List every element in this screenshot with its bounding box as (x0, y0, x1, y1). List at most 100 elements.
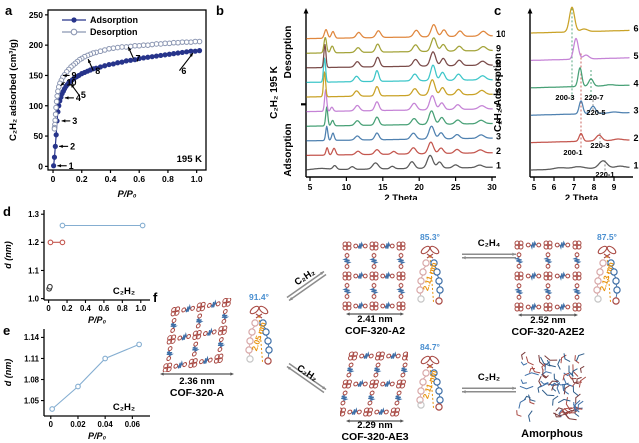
svg-text:9: 9 (496, 44, 501, 54)
svg-text:1: 1 (69, 161, 74, 171)
svg-text:5: 5 (532, 182, 537, 192)
svg-text:30: 30 (487, 182, 497, 192)
svg-text:220-3: 220-3 (590, 141, 609, 150)
svg-text:2: 2 (634, 133, 639, 143)
svg-text:d (nm): d (nm) (3, 359, 13, 387)
svg-text:200-3: 200-3 (555, 93, 574, 102)
svg-text:C₂H₂: C₂H₂ (113, 286, 135, 297)
panel-label-a: a (5, 3, 13, 18)
svg-text:0.2: 0.2 (76, 174, 88, 184)
svg-text:3: 3 (72, 116, 77, 126)
panel-label-c: c (494, 3, 502, 18)
cof-320-a2e2-name: COF-320-A2E2 (511, 326, 585, 338)
svg-text:0: 0 (51, 174, 56, 184)
svg-text:0: 0 (49, 420, 54, 429)
svg-text:1.1: 1.1 (28, 266, 40, 275)
svg-text:250: 250 (29, 10, 43, 20)
cof-320-a-width-arrow (160, 372, 234, 376)
svg-text:2: 2 (496, 146, 501, 156)
svg-text:2 Theta: 2 Theta (565, 193, 599, 200)
svg-text:0.02: 0.02 (70, 420, 86, 429)
cof-320-a2e2-angle-label: 87.5° (597, 232, 617, 242)
svg-text:1.14: 1.14 (24, 333, 40, 342)
svg-text:7: 7 (135, 54, 140, 64)
svg-text:C₂H₂: C₂H₂ (113, 402, 135, 413)
svg-text:6: 6 (181, 66, 186, 76)
svg-text:0.4: 0.4 (105, 174, 117, 184)
svg-text:10: 10 (342, 182, 352, 192)
cof-320-a-linker-molecule (245, 305, 273, 365)
cof-320-a2-angle-label: 85.3° (420, 232, 440, 242)
svg-text:3: 3 (496, 131, 501, 141)
svg-text:P/P₀: P/P₀ (88, 315, 107, 325)
cof-320-a2-width-arrow (346, 312, 404, 316)
svg-text:2: 2 (70, 142, 75, 152)
svg-text:6: 6 (552, 182, 557, 192)
svg-text:0.8: 0.8 (117, 304, 129, 313)
svg-text:0.6: 0.6 (133, 174, 145, 184)
svg-text:Adsorption: Adsorption (283, 123, 294, 176)
svg-text:1.0: 1.0 (135, 304, 147, 313)
cof-320-a-structure (162, 298, 232, 372)
cof-320-a2-name: COF-320-A2 (344, 325, 406, 337)
svg-text:1: 1 (496, 161, 501, 171)
reaction-label-a2-to-a2e2: C₂H₄ (477, 238, 501, 249)
svg-text:20: 20 (414, 182, 424, 192)
svg-text:4: 4 (496, 117, 501, 127)
svg-text:5: 5 (308, 182, 313, 192)
svg-text:9: 9 (612, 182, 617, 192)
cof-320-a-width-label: 2.36 nm (179, 376, 215, 387)
svg-text:100: 100 (29, 101, 43, 111)
svg-text:4: 4 (634, 78, 639, 88)
svg-text:1.11: 1.11 (24, 354, 39, 363)
cof-320-ae3-linker-molecule (416, 355, 444, 411)
svg-text:220-5: 220-5 (586, 108, 605, 117)
svg-text:5: 5 (634, 51, 639, 61)
svg-text:C₂H₂ adsorbed (cm³/g): C₂H₂ adsorbed (cm³/g) (8, 39, 19, 141)
svg-text:8: 8 (592, 182, 597, 192)
reaction-arrow-a2-to-a2e2 (462, 252, 516, 260)
reaction-arrow-ae3-to-amorphous (462, 386, 516, 394)
svg-text:1.2: 1.2 (28, 238, 40, 247)
chart-a-isotherm: 0 0.2 0.4 0.6 0.8 1.0 0 50 100 150 200 250 P/P₀ C₂H₂ … (8, 9, 207, 200)
svg-text:200: 200 (29, 40, 43, 50)
svg-text:P/P₀: P/P₀ (117, 189, 136, 200)
svg-text:0.06: 0.06 (125, 420, 141, 429)
svg-text:7: 7 (496, 73, 501, 83)
svg-text:8: 8 (496, 58, 501, 68)
svg-text:Desorption: Desorption (90, 27, 138, 37)
svg-text:8: 8 (95, 66, 100, 76)
amorphous-name: Amorphous (521, 428, 583, 440)
svg-text:1.05: 1.05 (24, 396, 40, 405)
svg-text:4: 4 (76, 93, 81, 103)
svg-text:1.3: 1.3 (28, 210, 40, 219)
svg-text:2 Theta: 2 Theta (384, 193, 418, 200)
panel-label-e: e (3, 323, 11, 338)
svg-text:1.0: 1.0 (28, 294, 40, 303)
svg-text:0.8: 0.8 (162, 174, 174, 184)
cof-320-a2e2-width-label: 2.52 nm (530, 315, 566, 326)
svg-text:6: 6 (634, 24, 639, 34)
svg-text:0.04: 0.04 (98, 420, 114, 429)
reaction-arrow-a-to-a2 (286, 270, 327, 302)
svg-text:220-1: 220-1 (595, 170, 614, 179)
cof-320-a-angle-label: 91.4° (249, 292, 269, 302)
svg-text:C₂H₂ Adsorption: C₂H₂ Adsorption (493, 53, 504, 132)
panel-label-f: f (153, 290, 158, 305)
svg-text:25: 25 (451, 182, 461, 192)
svg-text:Adsorption: Adsorption (90, 15, 138, 25)
svg-text:5: 5 (496, 102, 501, 112)
svg-text:P/P₀: P/P₀ (88, 431, 107, 441)
svg-text:200-1: 200-1 (563, 148, 582, 157)
svg-text:0: 0 (46, 304, 51, 313)
svg-text:15: 15 (378, 182, 388, 192)
svg-text:50: 50 (34, 131, 44, 141)
svg-text:220-7: 220-7 (584, 93, 603, 102)
cof-320-a2e2-structure (514, 240, 582, 312)
amorphous-structure (516, 351, 587, 422)
svg-text:0: 0 (38, 161, 43, 171)
cof-320-a2-structure (342, 241, 406, 311)
svg-text:0.6: 0.6 (98, 304, 110, 313)
svg-text:6: 6 (496, 88, 501, 98)
